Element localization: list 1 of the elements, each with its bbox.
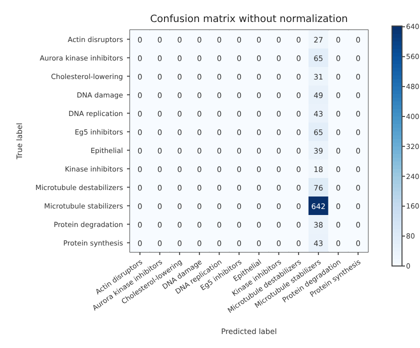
- chart-title: Confusion matrix without normalization: [150, 14, 348, 25]
